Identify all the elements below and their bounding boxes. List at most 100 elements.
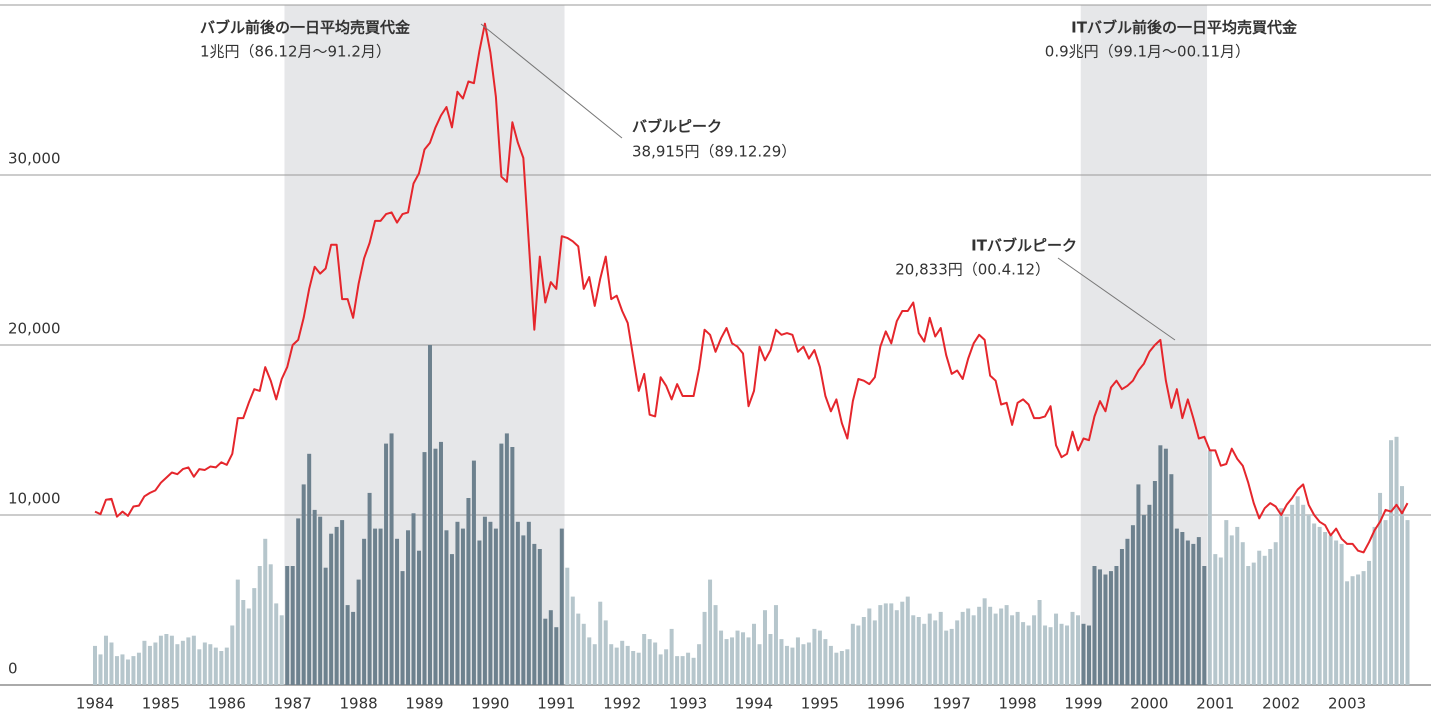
bar xyxy=(186,637,191,685)
x-tick-label: 1998 xyxy=(999,695,1037,713)
bar xyxy=(1010,615,1015,685)
bar xyxy=(828,645,833,685)
bar xyxy=(1158,445,1163,685)
bar xyxy=(922,623,927,685)
bar xyxy=(340,520,345,685)
x-tick-label: 2001 xyxy=(1196,695,1234,713)
bar xyxy=(1394,436,1399,685)
bar xyxy=(609,644,614,685)
bar xyxy=(812,628,817,685)
bar xyxy=(713,605,718,685)
bar xyxy=(120,654,125,685)
bar xyxy=(493,528,498,685)
bar xyxy=(658,654,663,685)
bar xyxy=(180,640,185,685)
bar xyxy=(1284,516,1289,685)
bar xyxy=(916,617,921,685)
bar xyxy=(565,567,570,685)
bar xyxy=(351,611,356,685)
bar xyxy=(1108,571,1113,685)
x-tick-label: 1990 xyxy=(471,695,509,713)
bar xyxy=(861,617,866,685)
bar xyxy=(307,453,312,685)
bar xyxy=(1389,440,1394,685)
bar xyxy=(406,530,411,685)
bar xyxy=(977,606,982,685)
bar xyxy=(642,634,647,685)
bar xyxy=(680,656,685,685)
y-tick-label: 30,000 xyxy=(8,150,61,168)
bar xyxy=(532,543,537,685)
bar xyxy=(960,611,965,685)
bar xyxy=(576,613,581,685)
y-tick-label: 10,000 xyxy=(8,490,61,508)
bar xyxy=(411,513,416,685)
bar xyxy=(806,642,811,685)
annotation-title: バブル前後の一日平均売買代金 xyxy=(200,19,411,37)
x-tick-label: 1993 xyxy=(669,695,707,713)
bar xyxy=(955,620,960,685)
x-tick-label: 2003 xyxy=(1328,695,1366,713)
bar xyxy=(691,657,696,685)
bar xyxy=(142,640,147,685)
bar xyxy=(515,521,520,685)
bar xyxy=(559,528,564,685)
bar xyxy=(268,564,273,685)
bar xyxy=(329,533,334,685)
bar xyxy=(1356,574,1361,685)
bar xyxy=(1361,571,1366,685)
annotation-text: 1兆円（86.12月～91.2月） xyxy=(200,43,391,61)
bar xyxy=(999,608,1004,685)
bar xyxy=(1114,566,1119,685)
bar xyxy=(147,645,152,685)
bar xyxy=(1026,625,1031,685)
bar xyxy=(1246,566,1251,685)
bar xyxy=(905,596,910,685)
bar xyxy=(296,518,301,685)
bar xyxy=(1334,540,1339,685)
bar xyxy=(93,645,97,685)
bar xyxy=(449,554,454,685)
bar xyxy=(823,639,828,685)
bar xyxy=(719,630,724,685)
bar xyxy=(1345,581,1350,685)
bar xyxy=(982,598,987,685)
bar xyxy=(1372,526,1377,685)
bar xyxy=(263,538,268,685)
bar xyxy=(757,644,762,685)
bar xyxy=(125,659,130,685)
bar xyxy=(417,550,422,685)
x-tick-label: 1999 xyxy=(1064,695,1102,713)
bar xyxy=(768,634,773,685)
bar xyxy=(510,447,515,685)
bar xyxy=(202,642,207,685)
bar xyxy=(1185,540,1190,685)
bar xyxy=(235,579,240,685)
bar xyxy=(1059,623,1064,685)
bar xyxy=(949,628,954,685)
bar xyxy=(1136,484,1141,685)
bar xyxy=(625,645,630,685)
bar xyxy=(537,549,542,685)
bar xyxy=(1169,474,1174,685)
bar xyxy=(1378,492,1383,685)
bar xyxy=(1141,515,1146,685)
leader-line xyxy=(480,23,623,139)
bar xyxy=(773,605,778,685)
bar xyxy=(664,649,669,685)
bar xyxy=(938,611,943,685)
bar xyxy=(1279,508,1284,685)
bar xyxy=(817,630,822,685)
bar xyxy=(554,627,559,685)
bar xyxy=(784,645,789,685)
bar xyxy=(933,620,938,685)
bar xyxy=(878,605,883,685)
line xyxy=(94,22,1409,554)
x-tick-label: 1984 xyxy=(76,695,114,713)
bar xyxy=(894,610,899,685)
x-tick-label: 1985 xyxy=(142,695,180,713)
bar xyxy=(389,433,394,685)
bar xyxy=(1268,549,1273,685)
bar xyxy=(746,637,751,685)
bar xyxy=(356,579,361,685)
